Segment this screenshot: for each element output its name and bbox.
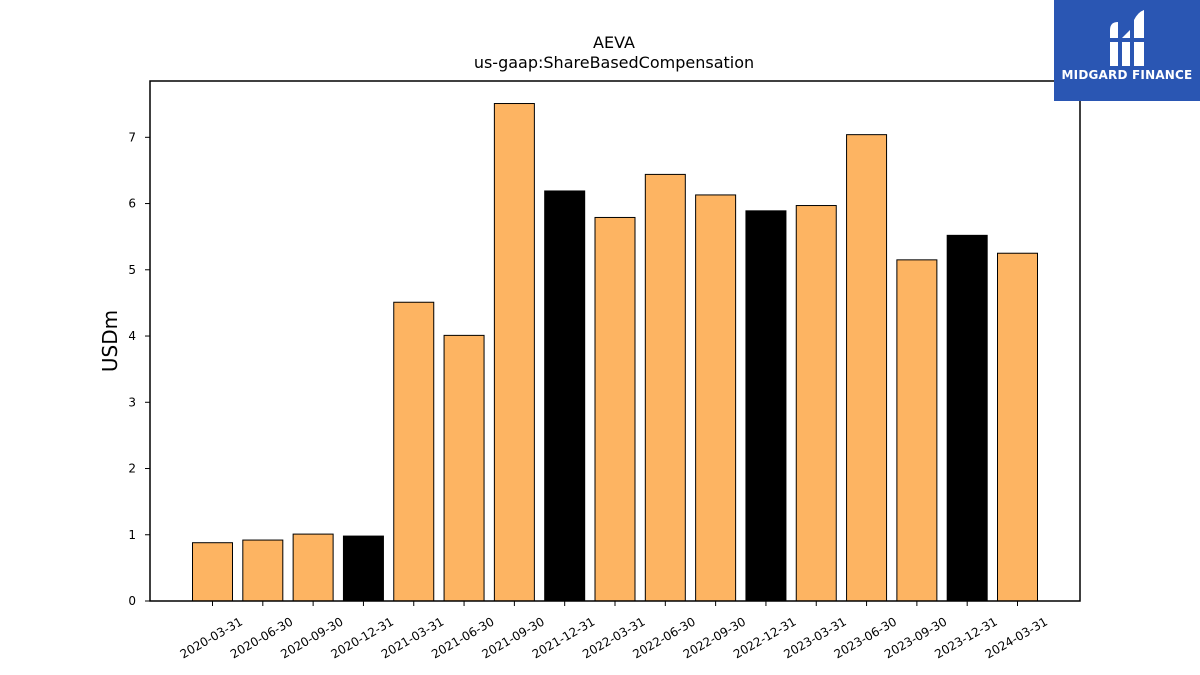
bar-2022-03-31 xyxy=(595,217,635,601)
y-tick-label: 0 xyxy=(128,594,136,608)
chart-title: AEVA xyxy=(593,33,635,52)
bar-2023-06-30 xyxy=(847,135,887,601)
y-tick-label: 5 xyxy=(128,263,136,277)
bar-2020-06-30 xyxy=(243,540,283,601)
bar-2021-03-31 xyxy=(394,302,434,601)
bar-chart: AEVA us-gaap:ShareBasedCompensation USDm… xyxy=(0,0,1200,675)
brand-logo: MIDGARD FINANCE xyxy=(1054,0,1200,101)
bar-2022-12-31 xyxy=(746,211,786,601)
midgard-logo-icon xyxy=(1104,8,1150,68)
y-tick-label: 4 xyxy=(128,329,136,343)
bar-2021-09-30 xyxy=(494,104,534,601)
bar-2023-12-31 xyxy=(947,235,987,601)
y-axis-label: USDm xyxy=(98,310,122,372)
bars-group xyxy=(193,104,1038,601)
bar-2020-12-31 xyxy=(343,536,383,601)
y-tick-label: 7 xyxy=(128,130,136,144)
bar-2022-09-30 xyxy=(696,195,736,601)
bar-2021-12-31 xyxy=(545,191,585,601)
bar-2024-03-31 xyxy=(998,253,1038,601)
bar-2021-06-30 xyxy=(444,335,484,601)
chart-subtitle: us-gaap:ShareBasedCompensation xyxy=(474,53,754,72)
bar-2020-03-31 xyxy=(193,543,233,601)
y-tick-label: 6 xyxy=(128,197,136,211)
y-axis: 0 1 2 3 4 5 6 7 xyxy=(128,130,150,608)
x-axis: 2020-03-312020-06-302020-09-302020-12-31… xyxy=(178,601,1050,661)
bar-2023-03-31 xyxy=(796,206,836,601)
brand-name: MIDGARD FINANCE xyxy=(1054,68,1200,82)
y-tick-label: 2 xyxy=(128,462,136,476)
y-tick-label: 1 xyxy=(128,528,136,542)
bar-2020-09-30 xyxy=(293,534,333,601)
bar-2023-09-30 xyxy=(897,260,937,601)
y-tick-label: 3 xyxy=(128,395,136,409)
bar-2022-06-30 xyxy=(645,174,685,601)
